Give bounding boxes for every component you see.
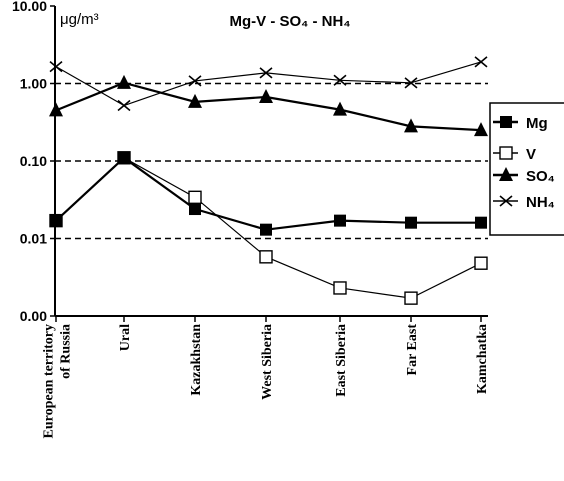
legend-marker [499,195,513,207]
legend-marker [500,116,512,128]
data-point [474,122,488,137]
data-point [404,118,418,133]
data-point [49,102,63,117]
series-3 [49,56,488,112]
series-group [49,56,488,305]
x-tick-label: East Siberia [334,324,349,397]
y-tick-label: 10.00 [12,0,47,14]
chart-title: Mg-V - SO₄ - NH₄ [230,13,351,30]
data-point [49,61,63,73]
x-tick-label: European territory [42,324,57,438]
legend: Mg V SO₄ NH₄ [489,102,564,236]
data-point [188,75,202,87]
data-point [475,216,487,229]
y-tick-label: 0.01 [20,231,47,247]
legend-marker [499,167,513,181]
series-line [55,81,482,132]
y-tick-label: 0.00 [20,308,47,324]
x-tick-label: Kamchatka [475,324,490,394]
data-point [259,88,273,103]
data-point [118,151,130,164]
y-tick-label: 0.10 [20,153,47,169]
y-tick-label: 1.00 [20,76,47,92]
legend-label: Mg [526,115,548,132]
x-tick-label: Far East [405,324,420,376]
data-point [474,56,488,68]
series-0 [50,151,487,236]
x-tick-label: West Siberia [260,324,275,400]
data-point [117,74,131,89]
data-point [259,67,273,79]
data-point [259,250,273,264]
data-point [404,77,418,89]
data-point [333,74,347,86]
legend-label: NH₄ [526,194,555,211]
data-point [404,291,418,305]
x-tick-label: Kazakhstan [189,324,204,396]
series-2 [49,74,488,137]
data-point [117,99,131,112]
data-point [474,256,488,270]
data-point [189,203,201,216]
data-point [405,216,417,229]
x-tick-label: of Russia [59,324,74,379]
data-point [188,190,202,205]
data-point [50,214,62,227]
data-point [260,223,272,236]
legend-label: SO₄ [526,168,555,185]
labels: μg/m³ Mg-V - SO₄ - NH₄ [60,11,350,30]
legend-label: V [526,146,536,163]
data-point [333,101,347,116]
x-tick-label: Ural [118,324,133,351]
series-line [55,156,481,231]
unit-label: μg/m³ [60,11,99,28]
data-point [334,214,346,227]
data-point [333,281,347,295]
legend-marker [499,146,513,160]
data-point [188,93,202,108]
